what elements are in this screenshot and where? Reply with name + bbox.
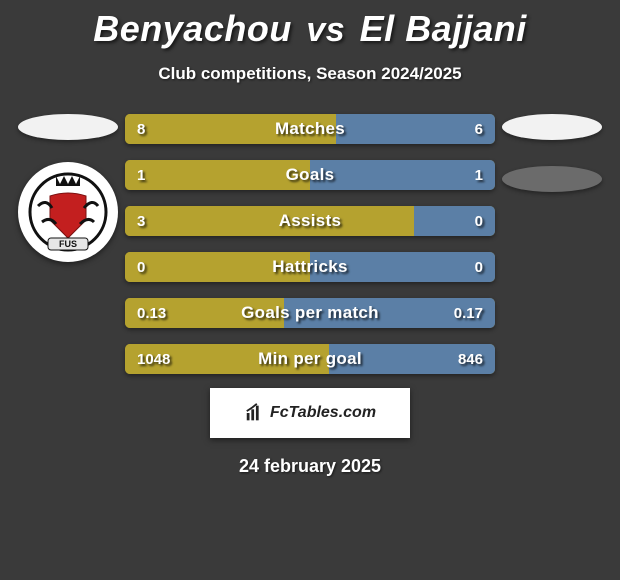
- right-ellipse-2: [502, 166, 602, 192]
- stat-row: 0.13Goals per match0.17: [125, 298, 495, 328]
- date-text: 24 february 2025: [0, 456, 620, 477]
- stat-label: Hattricks: [125, 252, 495, 282]
- stat-row: 3Assists0: [125, 206, 495, 236]
- stat-value-right: 0: [475, 252, 483, 282]
- stat-label: Assists: [125, 206, 495, 236]
- stat-row: 8Matches6: [125, 114, 495, 144]
- stat-bars: 8Matches61Goals13Assists00Hattricks00.13…: [125, 114, 495, 374]
- subtitle: Club competitions, Season 2024/2025: [0, 64, 620, 84]
- stat-label: Matches: [125, 114, 495, 144]
- stat-value-right: 846: [458, 344, 483, 374]
- stat-value-right: 1: [475, 160, 483, 190]
- stat-label: Goals per match: [125, 298, 495, 328]
- stat-label: Goals: [125, 160, 495, 190]
- right-ellipse-1: [502, 114, 602, 140]
- comparison-stage: FUS 8Matches61Goals13Assists00Hattricks0…: [0, 114, 620, 374]
- stat-row: 1Goals1: [125, 160, 495, 190]
- club-badge-left: FUS: [18, 162, 118, 262]
- stat-row: 0Hattricks0: [125, 252, 495, 282]
- chart-icon: [244, 402, 266, 424]
- svg-text:FUS: FUS: [59, 239, 77, 249]
- club-badge-icon: FUS: [18, 162, 118, 262]
- stat-value-right: 6: [475, 114, 483, 144]
- stat-label: Min per goal: [125, 344, 495, 374]
- left-side-column: FUS: [18, 114, 118, 262]
- player2-name: El Bajjani: [360, 8, 527, 49]
- brand-card: FcTables.com: [210, 388, 410, 438]
- stat-value-right: 0: [475, 206, 483, 236]
- left-ellipse: [18, 114, 118, 140]
- stat-value-right: 0.17: [454, 298, 483, 328]
- player1-name: Benyachou: [93, 8, 292, 49]
- vs-label: vs: [306, 11, 345, 49]
- comparison-title: Benyachou vs El Bajjani: [0, 0, 620, 50]
- brand-text: FcTables.com: [270, 404, 376, 422]
- stat-row: 1048Min per goal846: [125, 344, 495, 374]
- right-side-column: [502, 114, 602, 192]
